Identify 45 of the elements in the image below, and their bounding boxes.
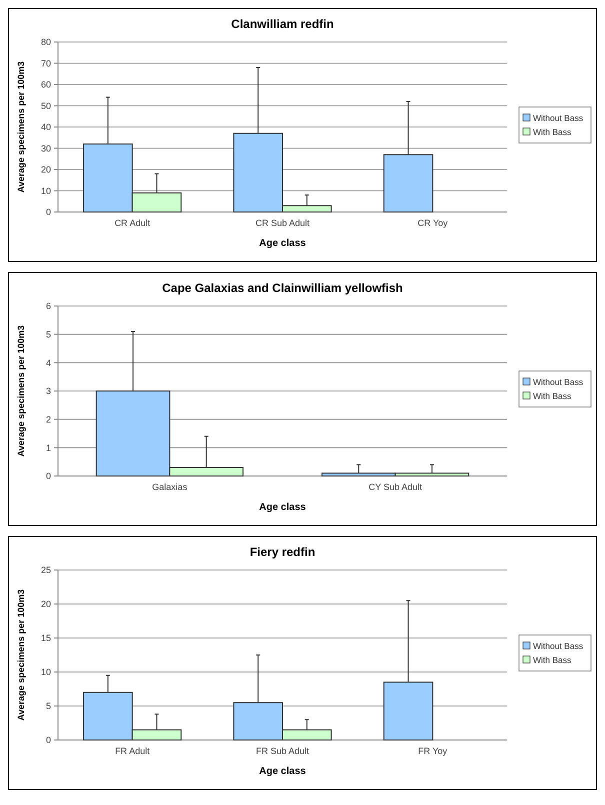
legend-label: With Bass bbox=[533, 390, 572, 401]
chart-title: Clanwilliam redfin bbox=[231, 17, 334, 31]
y-tick-label: 0 bbox=[46, 207, 51, 218]
x-tick-label: CY Sub Adult bbox=[368, 482, 422, 492]
legend-label: Without Bass bbox=[533, 640, 584, 651]
y-axis-title: Average specimens per 100m3 bbox=[16, 325, 26, 457]
y-tick-label: 20 bbox=[40, 599, 51, 610]
y-tick-label: 3 bbox=[46, 386, 51, 396]
y-tick-label: 2 bbox=[46, 414, 51, 424]
y-tick-label: 15 bbox=[40, 633, 51, 644]
y-tick-label: 5 bbox=[46, 701, 51, 712]
y-tick-label: 4 bbox=[46, 358, 51, 368]
y-axis-title: Average specimens per 100m3 bbox=[16, 589, 26, 721]
legend-label: With Bass bbox=[533, 654, 572, 665]
y-tick-label: 70 bbox=[40, 58, 51, 68]
x-tick-label: FR Yoy bbox=[418, 746, 448, 756]
x-tick-label: FR Sub Adult bbox=[256, 746, 310, 756]
x-tick-label: CR Adult bbox=[114, 218, 151, 228]
y-tick-label: 10 bbox=[40, 186, 51, 196]
y-tick-label: 5 bbox=[46, 329, 51, 340]
y-tick-label: 25 bbox=[40, 565, 51, 576]
legend-label: Without Bass bbox=[533, 112, 584, 123]
y-tick-label: 60 bbox=[40, 80, 51, 90]
chart-title: Fiery redfin bbox=[250, 545, 316, 559]
x-tick-label: CR Yoy bbox=[418, 218, 448, 228]
y-tick-label: 20 bbox=[40, 164, 51, 175]
chart-title: Cape Galaxias and Clainwilliam yellowfish bbox=[162, 281, 403, 295]
x-axis-title: Age class bbox=[259, 502, 306, 513]
y-tick-label: 0 bbox=[46, 471, 51, 482]
y-tick-label: 80 bbox=[40, 37, 51, 48]
y-tick-label: 6 bbox=[46, 301, 51, 312]
x-axis-title: Age class bbox=[259, 766, 306, 777]
x-axis-title: Age class bbox=[259, 238, 306, 249]
y-tick-label: 0 bbox=[46, 735, 51, 746]
x-tick-label: Galaxias bbox=[152, 482, 188, 492]
y-tick-label: 50 bbox=[40, 100, 51, 111]
y-axis-title: Average specimens per 100m3 bbox=[16, 61, 26, 193]
y-tick-label: 1 bbox=[46, 442, 51, 453]
x-tick-label: CR Sub Adult bbox=[255, 218, 310, 228]
legend-label: With Bass bbox=[533, 126, 572, 137]
y-tick-label: 10 bbox=[40, 667, 51, 678]
legend-label: Without Bass bbox=[533, 376, 584, 387]
x-tick-label: FR Adult bbox=[115, 746, 150, 756]
y-tick-label: 30 bbox=[40, 143, 51, 154]
y-tick-label: 40 bbox=[40, 122, 51, 132]
